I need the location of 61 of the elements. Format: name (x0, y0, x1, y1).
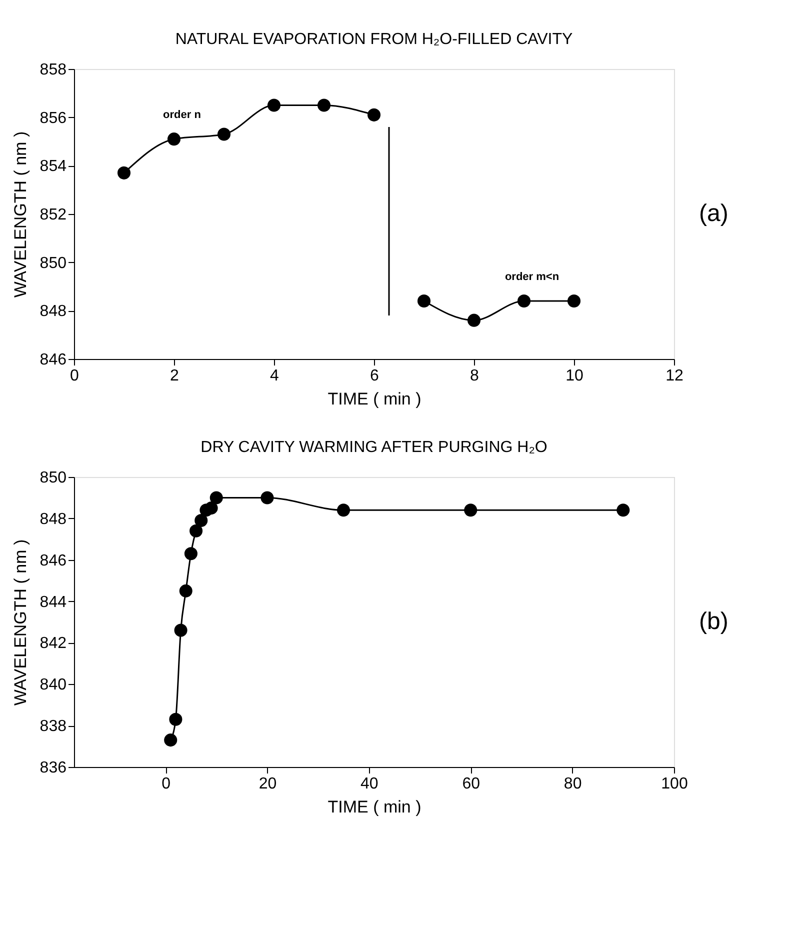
point (184, 547, 198, 560)
point (467, 314, 481, 327)
point (317, 98, 331, 112)
point (190, 524, 203, 538)
x-tick-label: 100 (661, 776, 688, 792)
point (517, 294, 531, 308)
point (260, 491, 274, 504)
y-tick-label: 850 (40, 470, 67, 486)
y-tick-label: 856 (40, 110, 67, 127)
text: (b) (699, 608, 728, 635)
point (336, 504, 350, 517)
y-tick-label: 852 (40, 206, 67, 224)
y-tick-label: 854 (40, 158, 67, 176)
y-axis-title: WAVELENGTH ( nm ) (10, 539, 30, 706)
x-axis-title: TIME ( min ) (328, 798, 422, 816)
point (267, 98, 281, 112)
point (417, 294, 431, 308)
y-tick-label: 836 (40, 760, 67, 776)
point (164, 734, 178, 747)
text: (a) (699, 200, 728, 227)
point (464, 504, 478, 517)
y-tick-label: 846 (40, 352, 67, 368)
chart-title: DRY CAVITY WARMING AFTER PURGING H₂O (200, 439, 548, 456)
point (210, 491, 223, 504)
y-tick-label: 858 (40, 62, 67, 78)
point (179, 584, 192, 598)
x-axis-title: TIME ( min ) (328, 390, 422, 408)
y-tick-label: 838 (40, 718, 67, 736)
y-tick-label: 844 (40, 594, 67, 611)
point (616, 504, 630, 517)
x-tick-label: 20 (258, 776, 277, 792)
x-tick-label: 4 (270, 368, 280, 384)
x-tick-label: 10 (566, 368, 584, 384)
point (567, 294, 581, 308)
x-tick-label: 0 (162, 776, 171, 792)
chart-title: NATURAL EVAPORATION FROM H₂O-FILLED CAVITY (175, 31, 574, 48)
point (169, 712, 182, 726)
y-tick-label: 850 (40, 254, 67, 272)
y-tick-label: 848 (40, 510, 67, 528)
x-tick-label: 6 (370, 368, 380, 384)
y-tick-label: 846 (40, 552, 67, 570)
annotation: order m<n (504, 271, 560, 283)
x-tick-label: 8 (470, 368, 480, 384)
x-tick-label: 40 (360, 776, 378, 792)
x-tick-label: 12 (666, 368, 684, 384)
point (174, 624, 188, 637)
y-tick-label: 840 (40, 676, 67, 694)
annotation: order n (163, 109, 202, 122)
x-tick-label: 60 (462, 776, 480, 792)
point (204, 502, 218, 515)
x-tick-label: 80 (564, 776, 582, 792)
point (117, 166, 131, 180)
point (367, 108, 381, 122)
x-tick-label: 0 (70, 368, 80, 384)
y-tick-label: 848 (40, 303, 67, 320)
point (194, 514, 208, 528)
point (167, 132, 181, 146)
y-tick-label: 842 (40, 635, 67, 652)
y-axis-title: WAVELENGTH ( nm ) (10, 131, 30, 298)
x-tick-label: 2 (170, 368, 180, 384)
point (217, 128, 231, 141)
